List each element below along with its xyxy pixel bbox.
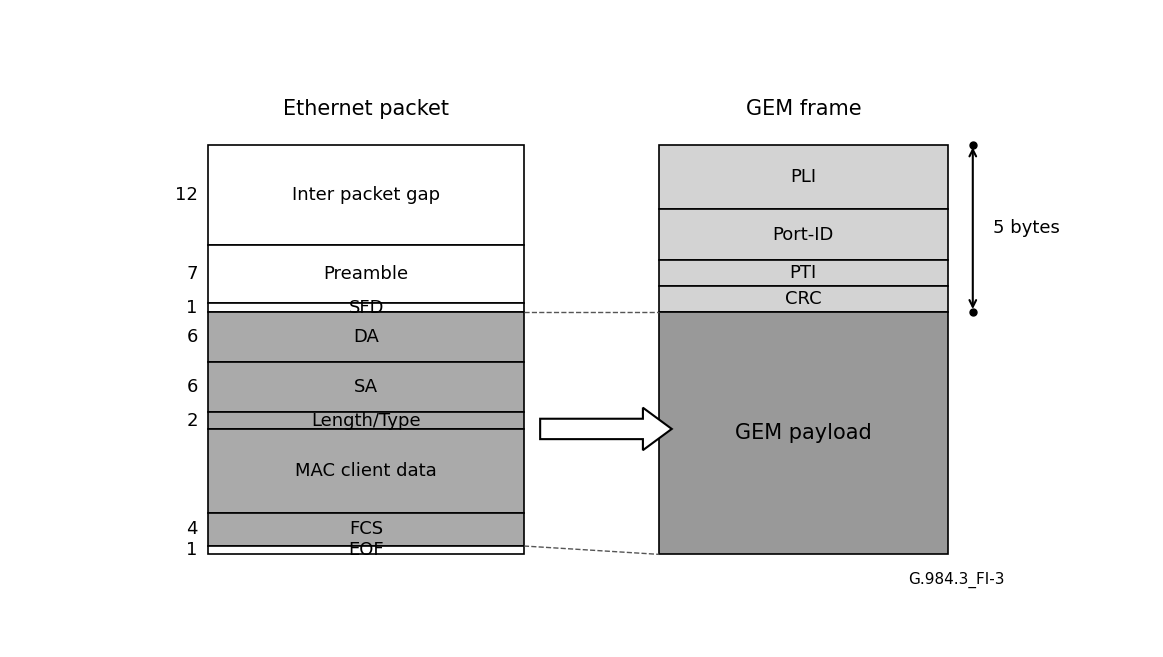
- Text: EOF: EOF: [349, 541, 384, 559]
- Text: 12: 12: [174, 186, 198, 204]
- Text: DA: DA: [354, 328, 379, 346]
- Text: CRC: CRC: [785, 290, 821, 308]
- Text: 6: 6: [186, 328, 198, 346]
- Text: G.984.3_FI-3: G.984.3_FI-3: [908, 572, 1005, 588]
- Text: Preamble: Preamble: [323, 265, 408, 283]
- Text: SFD: SFD: [349, 299, 384, 317]
- Bar: [208, 245, 523, 304]
- Text: Inter packet gap: Inter packet gap: [292, 186, 441, 204]
- Bar: [208, 145, 523, 245]
- Text: Ethernet packet: Ethernet packet: [284, 99, 449, 120]
- Bar: [208, 304, 523, 312]
- Text: Length/Type: Length/Type: [312, 411, 421, 430]
- Text: 5 bytes: 5 bytes: [993, 219, 1059, 237]
- Bar: [208, 362, 523, 412]
- Polygon shape: [540, 408, 672, 450]
- Text: SA: SA: [355, 378, 378, 396]
- Bar: [208, 429, 523, 512]
- Text: Port-ID: Port-ID: [772, 225, 834, 244]
- Bar: [659, 145, 948, 209]
- Bar: [208, 546, 523, 555]
- Text: PLI: PLI: [791, 168, 816, 186]
- Text: PTI: PTI: [790, 264, 816, 283]
- Bar: [659, 260, 948, 286]
- Text: 7: 7: [186, 265, 198, 283]
- Bar: [208, 412, 523, 429]
- Text: 1: 1: [186, 299, 198, 317]
- Text: FCS: FCS: [349, 520, 384, 538]
- Text: MAC client data: MAC client data: [295, 462, 437, 480]
- Text: 1: 1: [186, 541, 198, 559]
- Bar: [208, 312, 523, 362]
- Text: 6: 6: [186, 378, 198, 396]
- Text: GEM payload: GEM payload: [735, 423, 872, 443]
- Text: 4: 4: [186, 520, 198, 538]
- Bar: [208, 512, 523, 546]
- Bar: [659, 312, 948, 555]
- Bar: [659, 286, 948, 312]
- Bar: [659, 209, 948, 260]
- Text: 2: 2: [186, 411, 198, 430]
- Text: GEM frame: GEM frame: [745, 99, 861, 120]
